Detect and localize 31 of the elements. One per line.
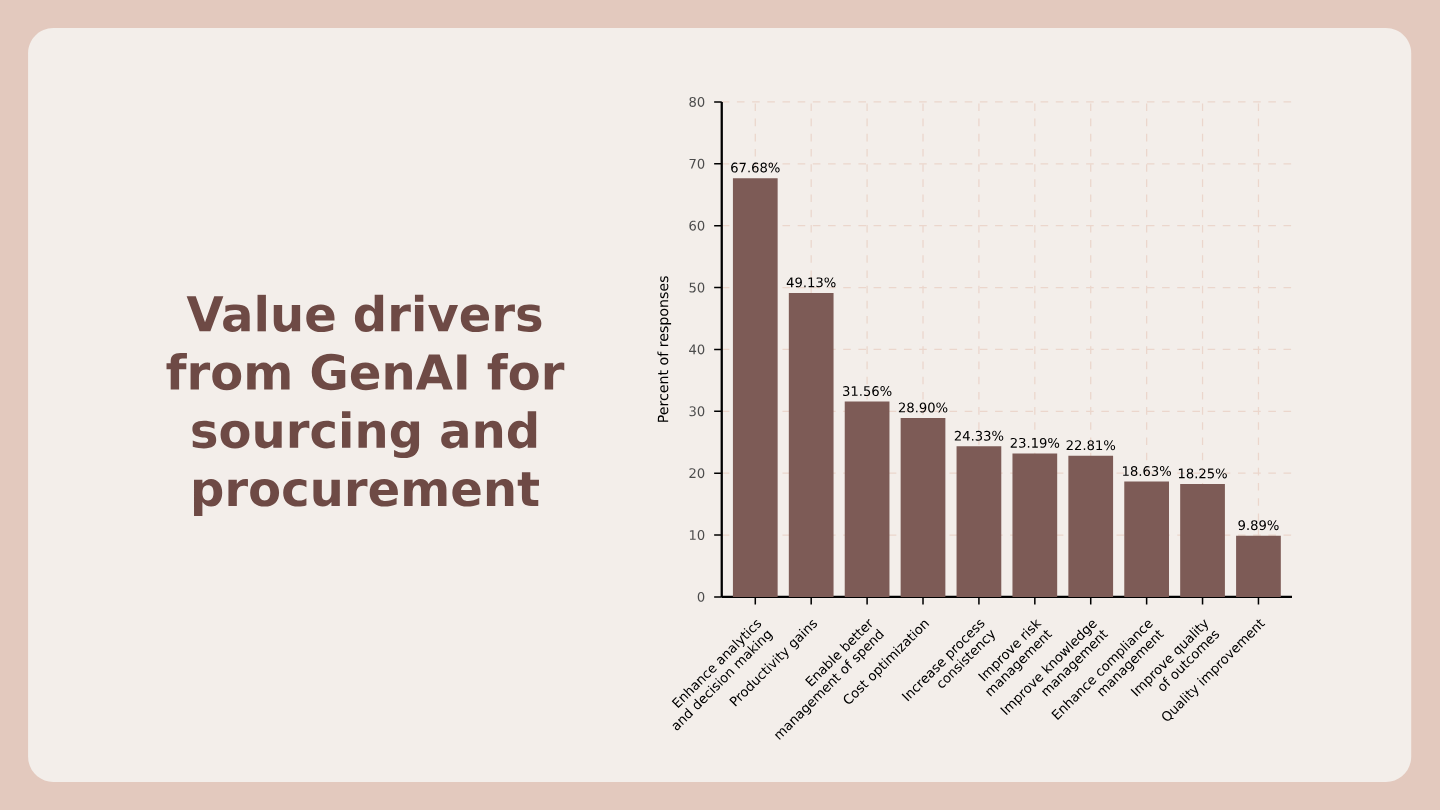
data-label: 24.33% [954,430,1004,441]
bar [1068,455,1114,597]
bar [788,292,834,597]
data-label: 22.81% [1066,440,1116,451]
data-label: 18.25% [1178,468,1227,479]
y-tick-label: 10 [689,530,705,540]
data-label: 9.89% [1238,520,1279,531]
data-label: 18.63% [1122,466,1171,477]
bar [1124,481,1169,597]
data-label: 31.56% [843,386,892,397]
data-label: 28.90% [898,402,948,413]
y-tick-label: 60 [689,220,705,231]
y-tick-label: 40 [689,344,705,355]
bar [844,401,890,597]
y-tick-label: 20 [689,468,705,479]
y-tick-label: 0 [697,591,705,602]
data-label: 49.13% [786,277,836,288]
y-tick-label: 70 [689,158,705,169]
y-tick-label: 80 [689,96,705,107]
y-tick-label: 50 [689,282,705,293]
y-axis-title: Percent of responses [657,276,672,422]
bar [900,418,946,597]
bar [1012,453,1058,597]
bar [956,446,1002,597]
bar [1180,483,1225,597]
data-label: 23.19% [1010,437,1060,448]
y-tick-label: 30 [689,406,705,417]
bar [732,178,778,597]
data-label: 67.68% [731,162,780,173]
text: Value drivers from GenAI for sourcing and procurement [166,294,565,516]
bar [1236,535,1281,597]
